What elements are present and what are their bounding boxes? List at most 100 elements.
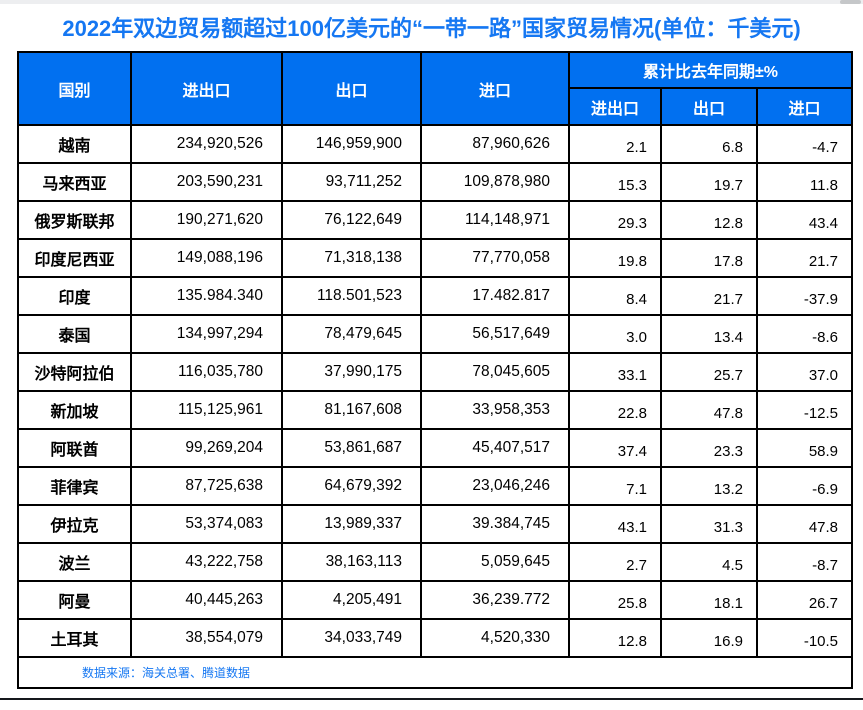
yoy-import-cell: 21.7	[755, 238, 854, 278]
yoy-import-cell: 58.9	[755, 428, 854, 468]
import-value-cell: 5,059,645	[420, 542, 570, 582]
total-value-cell: 40,445,263	[130, 580, 283, 620]
yoy-export-cell: 18.1	[660, 580, 758, 620]
country-cell: 马来西亚	[17, 162, 132, 202]
header-yoy-import: 进口	[755, 87, 854, 126]
country-cell: 菲律宾	[17, 466, 132, 506]
yoy-export-cell: 17.8	[660, 238, 758, 278]
yoy-total-cell: 19.8	[568, 238, 662, 278]
total-value-cell: 234,920,526	[130, 124, 283, 164]
yoy-export-cell: 6.8	[660, 124, 758, 164]
yoy-total-cell: 37.4	[568, 428, 662, 468]
header-import: 进口	[420, 51, 570, 126]
table-row: 新加坡 115,125,961 81,167,608 33,958,353 22.8 47…	[17, 390, 854, 430]
yoy-import-cell: -12.5	[755, 390, 854, 430]
yoy-total-cell: 7.1	[568, 466, 662, 506]
yoy-import-cell: -8.6	[755, 314, 854, 354]
header-yoy-group: 累计比去年同期±%	[567, 51, 854, 89]
import-value-cell: 17.482.817	[420, 276, 570, 316]
export-value-cell: 146,959,900	[281, 124, 422, 164]
table-row: 越南 234,920,526 146,959,900 87,960,626 2.1 6.8…	[17, 124, 854, 164]
yoy-import-cell: 26.7	[755, 580, 854, 620]
data-source-note: 数据来源：海关总署、腾道数据	[16, 656, 854, 689]
scrollbar-track	[0, 0, 863, 4]
export-value-cell: 81,167,608	[281, 390, 422, 430]
total-value-cell: 116,035,780	[130, 352, 283, 392]
export-value-cell: 93,711,252	[281, 162, 422, 202]
yoy-export-cell: 31.3	[660, 504, 758, 544]
yoy-import-cell: -8.7	[755, 542, 854, 582]
total-value-cell: 43,222,758	[130, 542, 283, 582]
import-value-cell: 4,520,330	[420, 618, 570, 658]
import-value-cell: 56,517,649	[420, 314, 570, 354]
country-cell: 土耳其	[17, 618, 132, 658]
total-value-cell: 149,088,196	[130, 238, 283, 278]
country-cell: 俄罗斯联邦	[17, 200, 132, 240]
yoy-total-cell: 3.0	[568, 314, 662, 354]
export-value-cell: 76,122,649	[281, 200, 422, 240]
yoy-total-cell: 33.1	[568, 352, 662, 392]
total-value-cell: 203,590,231	[130, 162, 283, 202]
yoy-import-cell: 37.0	[755, 352, 854, 392]
yoy-total-cell: 43.1	[568, 504, 662, 544]
table-row: 印度 135.984.340 118.501,523 17.482.817 8.4 21.…	[17, 276, 854, 316]
table-header: 国别 进出口 出口 进口 累计比去年同期±% 进出口 出口 进口	[17, 51, 854, 126]
export-value-cell: 34,033,749	[281, 618, 422, 658]
yoy-import-cell: 47.8	[755, 504, 854, 544]
yoy-total-cell: 2.1	[568, 124, 662, 164]
table-row: 印度尼西亚 149,088,196 71,318,138 77,770,058 19.8…	[17, 238, 854, 278]
table-row: 马来西亚 203,590,231 93,711,252 109,878,980 15.3…	[17, 162, 854, 202]
country-cell: 新加坡	[17, 390, 132, 430]
country-cell: 越南	[17, 124, 132, 164]
header-country: 国别	[17, 51, 132, 126]
yoy-export-cell: 47.8	[660, 390, 758, 430]
country-cell: 阿联酋	[17, 428, 132, 468]
table-row: 泰国 134,997,294 78,479,645 56,517,649 3.0 13.4…	[17, 314, 854, 354]
header-yoy-total: 进出口	[568, 87, 662, 126]
export-value-cell: 78,479,645	[281, 314, 422, 354]
import-value-cell: 87,960,626	[420, 124, 570, 164]
yoy-import-cell: 43.4	[755, 200, 854, 240]
trade-table: 国别 进出口 出口 进口 累计比去年同期±% 进出口 出口 进口 越南 234,9…	[16, 51, 854, 689]
import-value-cell: 77,770,058	[420, 238, 570, 278]
yoy-export-cell: 13.4	[660, 314, 758, 354]
yoy-export-cell: 21.7	[660, 276, 758, 316]
import-value-cell: 78,045,605	[420, 352, 570, 392]
import-value-cell: 109,878,980	[420, 162, 570, 202]
total-value-cell: 190,271,620	[130, 200, 283, 240]
table-row: 波兰 43,222,758 38,163,113 5,059,645 2.7 4.5 -8.…	[17, 542, 854, 582]
import-value-cell: 45,407,517	[420, 428, 570, 468]
export-value-cell: 64,679,392	[281, 466, 422, 506]
total-value-cell: 134,997,294	[130, 314, 283, 354]
table-body: 越南 234,920,526 146,959,900 87,960,626 2.1 6.8…	[17, 124, 854, 658]
export-value-cell: 37,990,175	[281, 352, 422, 392]
header-export: 出口	[281, 51, 422, 126]
total-value-cell: 87,725,638	[130, 466, 283, 506]
yoy-total-cell: 2.7	[568, 542, 662, 582]
yoy-total-cell: 15.3	[568, 162, 662, 202]
yoy-export-cell: 19.7	[660, 162, 758, 202]
source-row: 数据来源：海关总署、腾道数据	[16, 656, 854, 689]
table-row: 菲律宾 87,725,638 64,679,392 23,046,246 7.1 13.2…	[17, 466, 854, 506]
yoy-total-cell: 22.8	[568, 390, 662, 430]
table-row: 阿曼 40,445,263 4,205,491 36,239.772 25.8 18.1 2…	[17, 580, 854, 620]
window-bottom-edge	[0, 698, 863, 700]
header-row-sub: 进出口 出口 进口	[18, 87, 854, 126]
export-value-cell: 13,989,337	[281, 504, 422, 544]
yoy-import-cell: -37.9	[755, 276, 854, 316]
country-cell: 沙特阿拉伯	[17, 352, 132, 392]
country-cell: 阿曼	[17, 580, 132, 620]
country-cell: 波兰	[17, 542, 132, 582]
import-value-cell: 23,046,246	[420, 466, 570, 506]
export-value-cell: 71,318,138	[281, 238, 422, 278]
country-cell: 印度	[17, 276, 132, 316]
total-value-cell: 53,374,083	[130, 504, 283, 544]
yoy-total-cell: 25.8	[568, 580, 662, 620]
country-cell: 印度尼西亚	[17, 238, 132, 278]
export-value-cell: 118.501,523	[281, 276, 422, 316]
country-cell: 泰国	[17, 314, 132, 354]
header-yoy-export: 出口	[660, 87, 758, 126]
yoy-export-cell: 25.7	[660, 352, 758, 392]
horizontal-scrollbar-thumb[interactable]	[840, 0, 861, 4]
yoy-export-cell: 4.5	[660, 542, 758, 582]
